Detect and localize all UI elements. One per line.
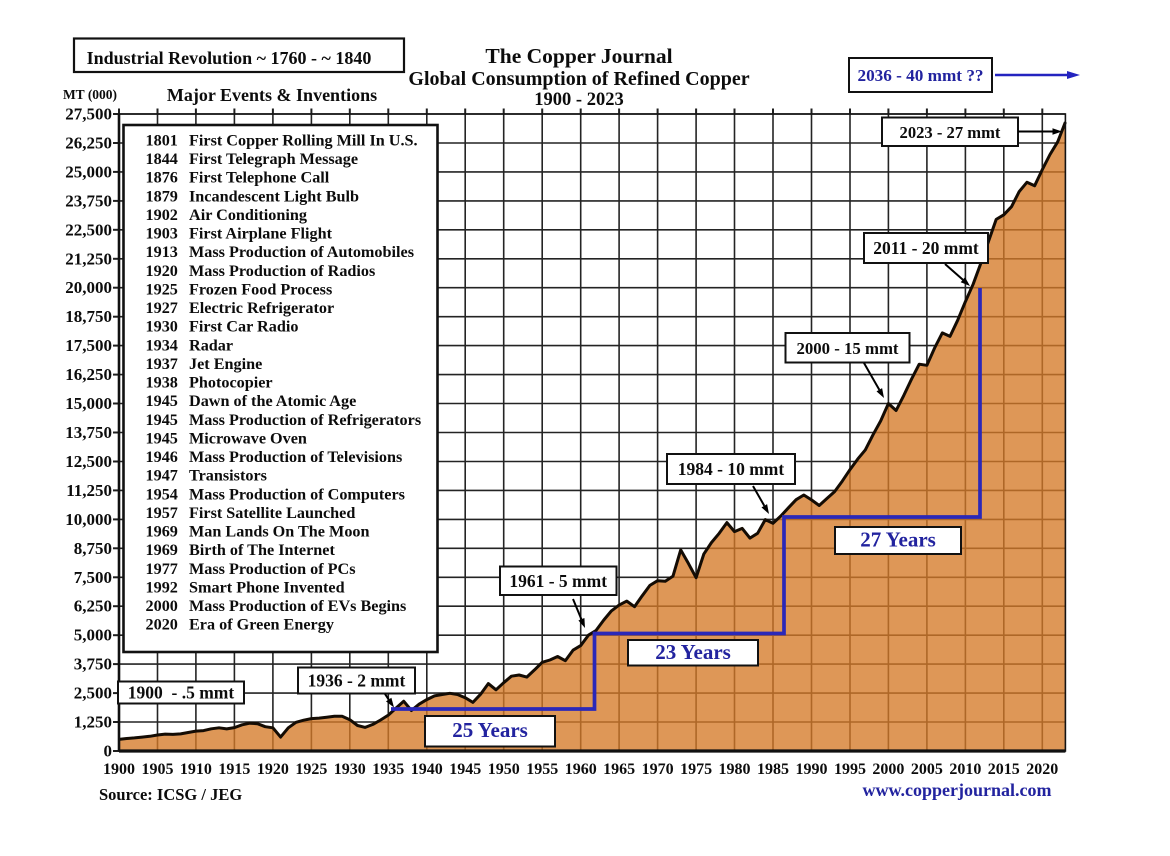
svg-text:18,750: 18,750 — [65, 307, 112, 326]
svg-text:1955: 1955 — [526, 761, 558, 778]
svg-text:23,750: 23,750 — [65, 191, 112, 210]
svg-text:1920: 1920 — [257, 761, 289, 778]
svg-text:1965: 1965 — [603, 761, 635, 778]
svg-text:13,750: 13,750 — [65, 423, 112, 442]
svg-text:The Copper Journal: The Copper Journal — [485, 44, 672, 68]
svg-text:2023 - 27 mmt: 2023 - 27 mmt — [900, 123, 1001, 142]
svg-text:1990: 1990 — [796, 761, 828, 778]
svg-text:www.copperjournal.com: www.copperjournal.com — [863, 780, 1052, 800]
svg-text:1910: 1910 — [180, 761, 212, 778]
svg-text:1915: 1915 — [218, 761, 250, 778]
svg-text:1970: 1970 — [642, 761, 674, 778]
svg-text:Source: ICSG / JEG: Source: ICSG / JEG — [99, 785, 242, 804]
svg-text:8,750: 8,750 — [74, 539, 112, 558]
svg-text:Global Consumption of Refined: Global Consumption of Refined Copper — [408, 68, 749, 90]
svg-text:Industrial Revolution ~ 1760 -: Industrial Revolution ~ 1760 - ~ 1840 — [87, 48, 372, 68]
svg-text:2010: 2010 — [949, 761, 981, 778]
svg-text:2000 - 15 mmt: 2000 - 15 mmt — [796, 339, 898, 358]
svg-text:25,000: 25,000 — [65, 162, 112, 181]
svg-text:7,500: 7,500 — [74, 568, 112, 587]
svg-text:25 Years: 25 Years — [452, 718, 528, 742]
svg-text:15,000: 15,000 — [65, 394, 112, 413]
svg-text:10,000: 10,000 — [65, 510, 112, 529]
svg-text:27 Years: 27 Years — [860, 528, 936, 552]
svg-text:1975: 1975 — [680, 761, 712, 778]
svg-text:12,500: 12,500 — [65, 452, 112, 471]
svg-text:1985: 1985 — [757, 761, 789, 778]
svg-text:1900: 1900 — [103, 761, 135, 778]
svg-text:2005: 2005 — [911, 761, 943, 778]
svg-text:23 Years: 23 Years — [655, 640, 731, 664]
svg-text:1995: 1995 — [834, 761, 866, 778]
svg-text:1900 - .5 mmt: 1900 - .5 mmt — [128, 683, 235, 703]
svg-text:2000: 2000 — [872, 761, 904, 778]
svg-text:1984 - 10 mmt: 1984 - 10 mmt — [678, 459, 785, 479]
svg-text:1,250: 1,250 — [74, 713, 112, 732]
svg-text:1945: 1945 — [449, 761, 481, 778]
svg-text:1960: 1960 — [565, 761, 597, 778]
svg-text:2036 - 40 mmt ??: 2036 - 40 mmt ?? — [857, 66, 983, 85]
svg-text:1935: 1935 — [372, 761, 404, 778]
svg-text:2011 - 20 mmt: 2011 - 20 mmt — [873, 238, 979, 258]
svg-text:1940: 1940 — [411, 761, 443, 778]
svg-text:1930: 1930 — [334, 761, 366, 778]
svg-text:22,500: 22,500 — [65, 220, 112, 239]
svg-text:6,250: 6,250 — [74, 597, 112, 616]
svg-text:MT (000): MT (000) — [63, 87, 117, 102]
svg-text:5,000: 5,000 — [74, 626, 112, 645]
svg-text:2020: 2020 — [1026, 761, 1058, 778]
svg-text:2,500: 2,500 — [74, 684, 112, 703]
svg-text:2015: 2015 — [988, 761, 1020, 778]
svg-text:1961 - 5 mmt: 1961 - 5 mmt — [509, 571, 607, 591]
svg-text:1905: 1905 — [142, 761, 174, 778]
svg-text:27,500: 27,500 — [65, 105, 112, 124]
svg-text:11,250: 11,250 — [66, 481, 112, 500]
svg-text:0: 0 — [104, 742, 113, 761]
svg-text:1936 - 2 mmt: 1936 - 2 mmt — [308, 671, 406, 691]
svg-text:17,500: 17,500 — [65, 336, 112, 355]
svg-text:16,250: 16,250 — [65, 365, 112, 384]
svg-text:1950: 1950 — [488, 761, 520, 778]
svg-text:Major Events & Inventions: Major Events & Inventions — [167, 85, 377, 105]
svg-text:3,750: 3,750 — [74, 655, 112, 674]
svg-text:26,250: 26,250 — [65, 134, 112, 153]
svg-text:20,000: 20,000 — [65, 278, 112, 297]
svg-text:1980: 1980 — [719, 761, 751, 778]
svg-text:1925: 1925 — [295, 761, 327, 778]
svg-text:1900 - 2023: 1900 - 2023 — [534, 90, 623, 110]
svg-text:21,250: 21,250 — [65, 249, 112, 268]
